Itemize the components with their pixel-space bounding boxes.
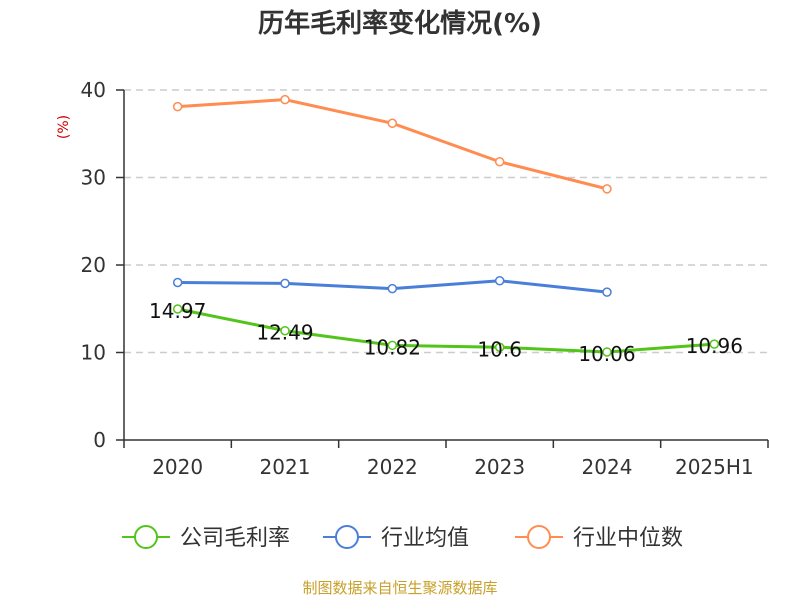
y-tick-label: 30 [81, 166, 106, 190]
data-point [387, 340, 398, 351]
x-tick-label: 2022 [367, 455, 418, 479]
y-tick-label: 40 [81, 78, 106, 102]
data-label: 10.96 [686, 334, 743, 358]
series-group [172, 94, 720, 357]
legend: 公司毛利率 行业均值 行业中位数 [122, 525, 683, 551]
legend-label-3: 行业中位数 [573, 526, 683, 551]
data-label: 10.6 [477, 337, 522, 361]
legend-marker-3 [527, 525, 551, 549]
data-label: 10.06 [578, 342, 635, 366]
y-tick-label: 20 [81, 253, 106, 277]
data-label: 12.49 [256, 321, 313, 345]
y-axis-label: (%) [56, 115, 72, 139]
data-point [280, 325, 290, 336]
x-tick-label: 2020 [152, 455, 203, 479]
y-tick-label: 10 [81, 341, 106, 365]
data-label: 10.82 [364, 335, 421, 359]
chart-title: 历年毛利率变化情况(%) [258, 8, 542, 39]
source-note: 制图数据来自恒生聚源数据库 [302, 579, 497, 597]
data-point [387, 118, 398, 128]
data-point [494, 276, 505, 286]
data-labels: 14.97 12.49 10.82 10.6 10.06 10.96 [149, 299, 743, 366]
legend-marker-2 [335, 525, 359, 549]
legend-marker-1 [134, 525, 158, 549]
series-line-1 [176, 307, 716, 354]
x-tick-label: 2025H1 [675, 455, 754, 479]
data-label: 14.97 [149, 299, 206, 323]
data-point [602, 287, 612, 297]
y-tick-label: 0 [93, 428, 106, 452]
grid-lines [124, 89, 768, 354]
series-line-3 [176, 98, 609, 191]
data-point [494, 342, 505, 352]
data-point [494, 157, 505, 167]
data-point [172, 277, 183, 288]
x-tick-label: 2021 [260, 455, 311, 479]
x-tick-label: 2024 [582, 455, 633, 479]
axes: 0 10 20 30 40 2020 2021 2022 2023 2024 2025H1 [81, 78, 769, 479]
data-point [387, 283, 398, 294]
data-point [172, 304, 183, 314]
data-point [602, 184, 612, 194]
legend-label-2: 行业均值 [381, 526, 469, 551]
data-point [602, 347, 612, 357]
x-tick-label: 2023 [474, 455, 525, 479]
data-point [709, 339, 720, 349]
legend-label-1: 公司毛利率 [180, 526, 290, 551]
data-point [172, 101, 183, 112]
data-point [280, 94, 290, 105]
data-point [280, 278, 290, 289]
